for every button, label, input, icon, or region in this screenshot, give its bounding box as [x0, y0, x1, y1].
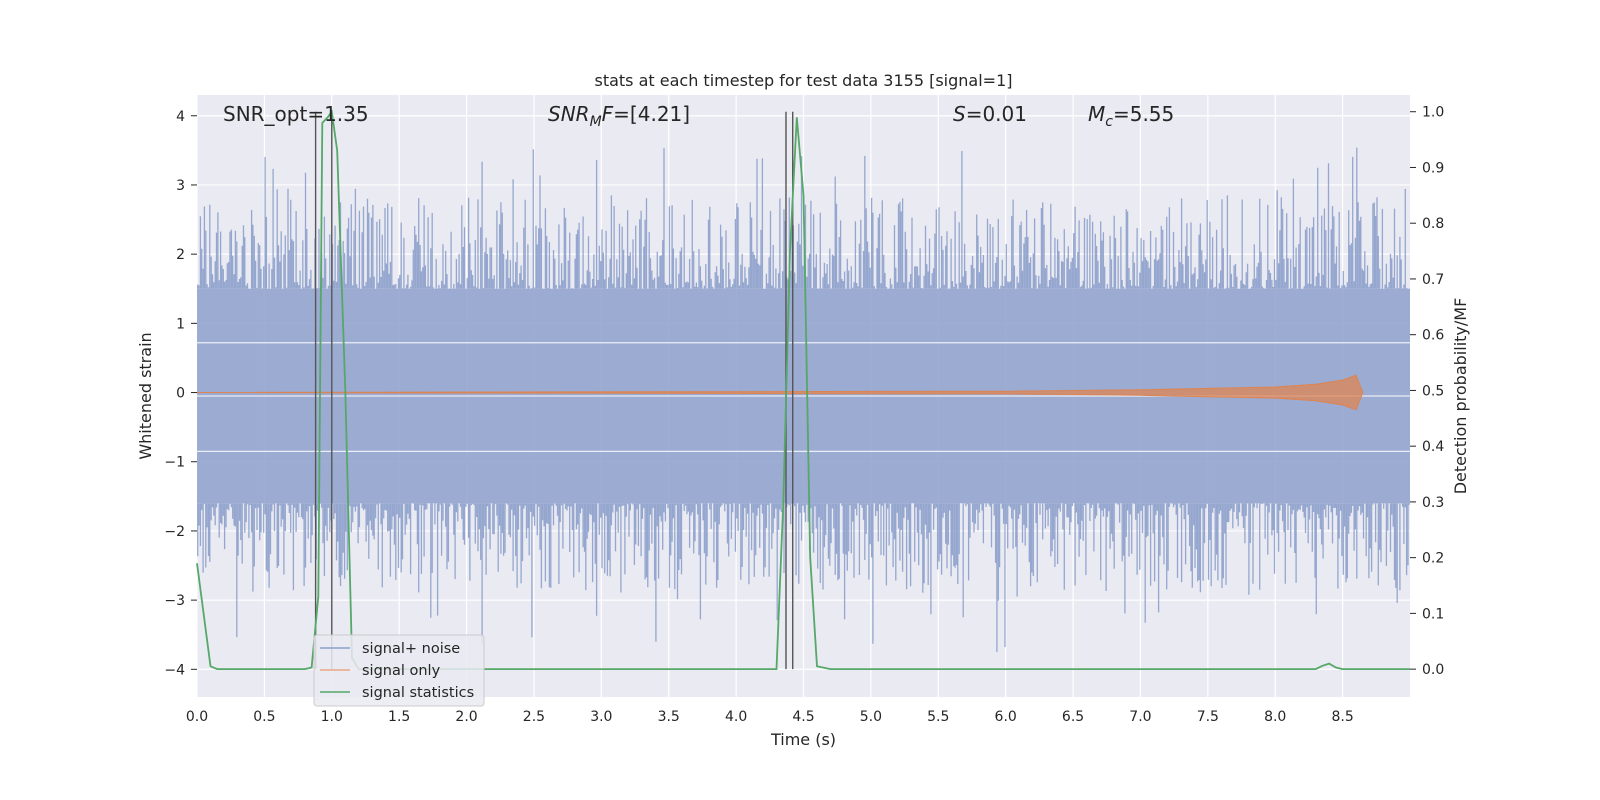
legend-label-noise: signal+ noise	[362, 641, 460, 657]
annotation-s: S=0.01	[953, 102, 1027, 126]
legend: signal+ noise signal only signal statist…	[313, 634, 485, 707]
x-tick-label: 6.0	[995, 709, 1017, 725]
x-tick-label: 5.5	[927, 709, 949, 725]
annotation-snr-opt: SNR_opt=1.35	[223, 102, 369, 126]
x-tick-label: 1.5	[388, 709, 410, 725]
signal-only-envelope	[196, 374, 1364, 411]
x-tick-label: 4.5	[792, 709, 814, 725]
legend-label-signal: signal only	[362, 663, 441, 679]
mc-sym: M	[1088, 102, 1105, 126]
y-tick-label: −4	[164, 662, 185, 678]
y-tick-label: −1	[164, 455, 185, 471]
y-tick-label: −2	[164, 524, 185, 540]
y-tick-label: −3	[164, 593, 185, 609]
y2-tick-label: 0.5	[1422, 383, 1444, 399]
x-tick-label: 7.0	[1129, 709, 1151, 725]
signal-statistics-line	[196, 109, 1410, 670]
y-tick-label: 2	[176, 247, 185, 263]
y2-tick-label: 0.2	[1422, 551, 1444, 567]
y2-tick-label: 0.9	[1422, 160, 1444, 176]
tick-labels: 0.0 0.5 1.0 1.5 2.0 2.5 3.0 3.5 4.0 4.5 5.0 5.5 6.0 6…	[164, 105, 1444, 725]
y-axis-label: Whitened strain	[136, 332, 155, 459]
chart-title: stats at each timestep for test data 315…	[594, 71, 1012, 90]
y2-axis-label: Detection probability/MF	[1451, 298, 1470, 495]
x-tick-label: 6.5	[1062, 709, 1084, 725]
snr-mf-base: SNR	[548, 102, 590, 126]
y-tick-label: 0	[176, 386, 185, 402]
x-axis-label: Time (s)	[770, 730, 836, 749]
x-tick-label: 4.0	[725, 709, 747, 725]
x-tick-label: 8.0	[1264, 709, 1286, 725]
y2-tick-label: 0.0	[1422, 662, 1444, 678]
y2-tick-label: 0.6	[1422, 328, 1444, 344]
y-tick-label: 3	[176, 178, 185, 194]
annotation-mc: Mc=5.55	[1088, 102, 1174, 130]
mc-sub: c	[1105, 114, 1113, 130]
y2-tick-label: 0.1	[1422, 606, 1444, 622]
y-tick-label: 1	[176, 316, 185, 332]
signal-statistics-series	[196, 109, 1410, 670]
x-tick-label: 2.5	[523, 709, 545, 725]
y2-tick-label: 0.7	[1422, 272, 1444, 288]
y2-tick-label: 0.4	[1422, 439, 1444, 455]
x-tick-label: 1.0	[321, 709, 343, 725]
s-rest: =0.01	[966, 102, 1027, 126]
signal-only-series	[196, 374, 1364, 411]
mc-rest: =5.55	[1113, 102, 1174, 126]
y2-tick-label: 1.0	[1422, 105, 1444, 121]
legend-label-statistics: signal statistics	[362, 685, 474, 701]
y-tick-label: 4	[176, 109, 185, 125]
x-tick-label: 0.5	[253, 709, 275, 725]
x-tick-label: 2.0	[455, 709, 477, 725]
annotation-snr-mf: SNRMF=[4.21]	[548, 102, 690, 130]
x-tick-label: 5.0	[860, 709, 882, 725]
x-tick-label: 0.0	[186, 709, 208, 725]
x-tick-label: 3.0	[590, 709, 612, 725]
x-tick-label: 7.5	[1197, 709, 1219, 725]
s-sym: S	[953, 102, 966, 126]
y2-tick-label: 0.8	[1422, 216, 1444, 232]
snr-mf-f: F	[602, 102, 614, 126]
snr-mf-rest: =[4.21]	[613, 102, 690, 126]
x-tick-label: 3.5	[658, 709, 680, 725]
x-tick-label: 8.5	[1331, 709, 1353, 725]
legend-box	[313, 634, 485, 707]
y2-tick-label: 0.3	[1422, 495, 1444, 511]
noise-spikes	[197, 147, 1410, 653]
snr-mf-sub: M	[590, 114, 602, 130]
